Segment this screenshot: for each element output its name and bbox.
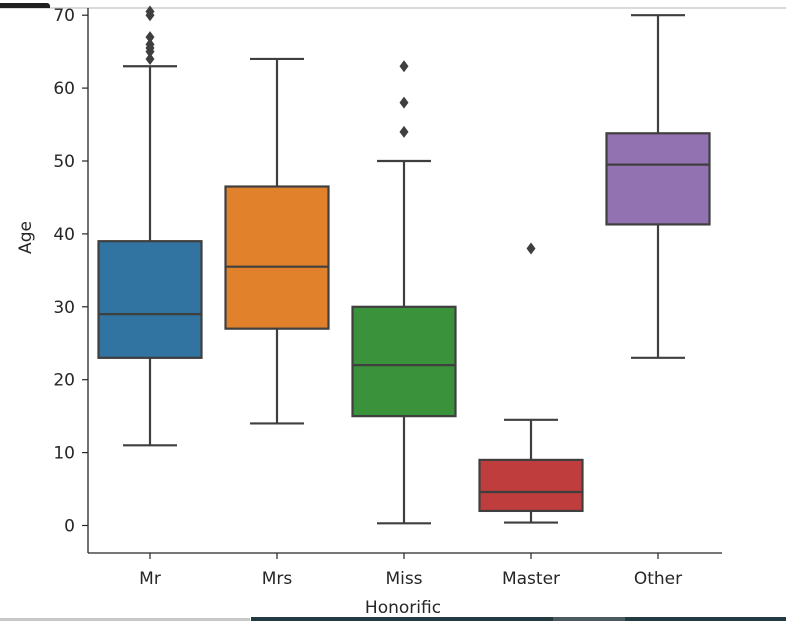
box-iqr <box>224 185 330 330</box>
outlier-point <box>145 52 155 65</box>
box-iqr <box>351 305 457 418</box>
box-group-mr <box>97 5 203 447</box>
outlier-point <box>399 96 409 109</box>
y-tick-label: 0 <box>64 517 75 537</box>
outlier-point <box>399 125 409 138</box>
box-iqr <box>478 458 584 513</box>
box-group-other <box>605 14 711 359</box>
y-tick-label: 50 <box>53 152 75 172</box>
box-group-master <box>478 242 584 524</box>
x-tick-label: Mrs <box>262 569 293 589</box>
x-tick-label: Miss <box>385 569 422 589</box>
bottom-panel-segment <box>553 617 625 621</box>
y-tick-label: 30 <box>53 298 75 318</box>
x-axis-label: Honorific <box>365 598 441 618</box>
window-top-tab <box>0 3 50 8</box>
box-group-mrs <box>224 57 330 425</box>
window-top-border <box>0 7 786 9</box>
y-tick-label: 40 <box>53 225 75 245</box>
y-ticks: 0 10 20 30 40 50 60 70 <box>53 6 88 537</box>
x-tick-label: Mr <box>139 569 161 589</box>
y-tick-label: 10 <box>53 444 75 464</box>
outlier-point <box>526 242 536 255</box>
y-axis-label: Age <box>16 221 36 254</box>
x-ticks: Mr Mrs Miss Master Other <box>139 553 682 589</box>
axes-layer <box>87 8 722 554</box>
y-tick-label: 60 <box>53 79 75 99</box>
outlier-point <box>145 38 155 51</box>
y-tick-label: 70 <box>53 6 75 26</box>
box-group-miss <box>351 60 457 525</box>
box-iqr <box>97 240 203 359</box>
outlier-point <box>399 60 409 73</box>
boxes-layer <box>97 5 711 525</box>
bottom-scrollbar-track <box>0 618 250 621</box>
bottom-panel-bar <box>251 617 786 621</box>
outlier-point <box>145 5 155 18</box>
outlier-point <box>145 31 155 44</box>
x-tick-label: Other <box>634 569 682 589</box>
box-iqr <box>605 132 711 226</box>
y-tick-label: 20 <box>53 371 75 391</box>
x-tick-label: Master <box>502 569 560 589</box>
